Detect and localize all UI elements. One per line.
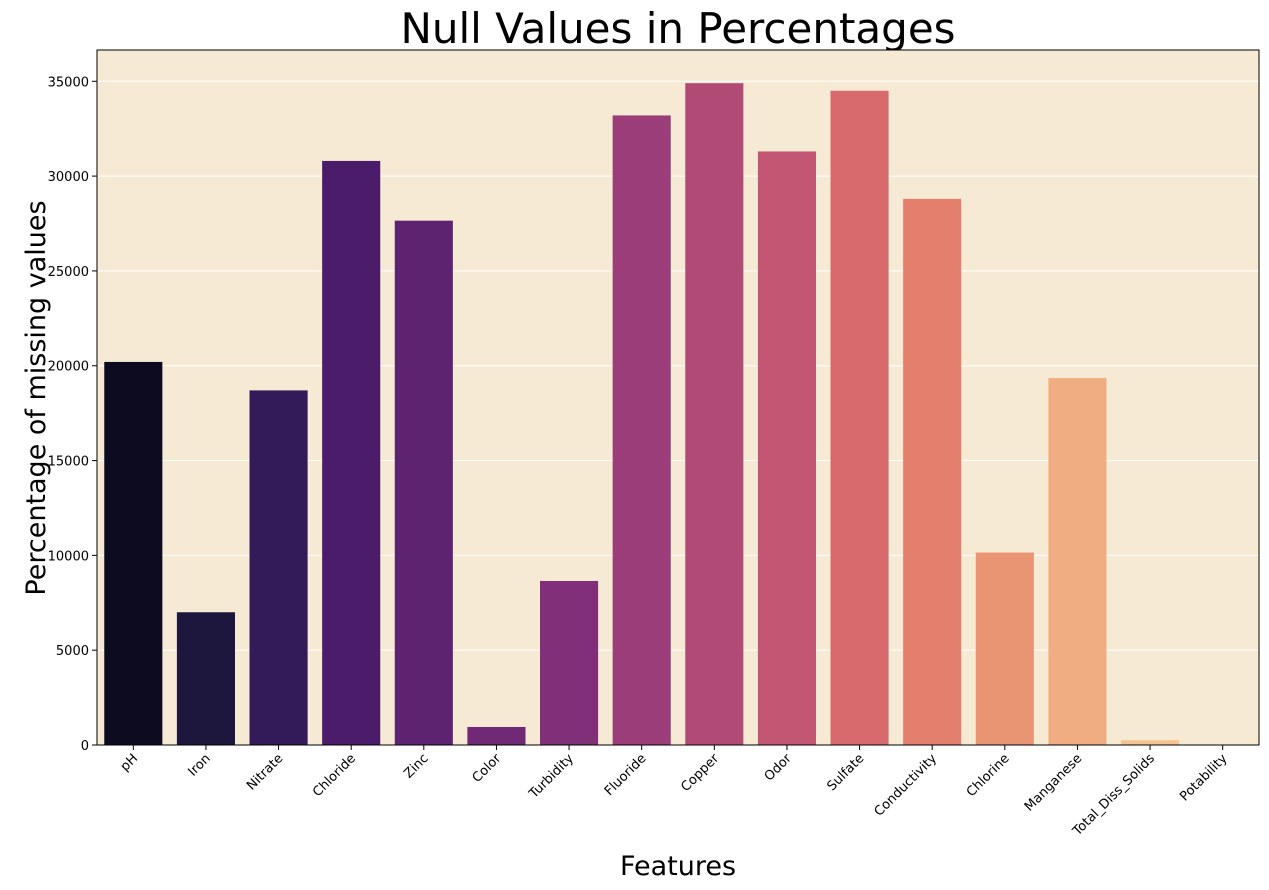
x-tick-label: Chlorine: [964, 751, 1013, 800]
bar-color: [467, 726, 526, 745]
bar-chloride: [322, 160, 381, 745]
x-tick-label: Zinc: [401, 751, 431, 781]
bar-turbidity: [540, 580, 599, 745]
x-tick-label: Iron: [185, 751, 213, 779]
x-tick-label: Color: [470, 751, 505, 786]
y-tick-label: 10000: [48, 549, 89, 564]
y-tick-label: 30000: [48, 170, 89, 185]
bar-ph: [104, 361, 163, 745]
x-tick-label: Nitrate: [244, 751, 286, 793]
plot-frame: [96, 49, 1260, 746]
x-tick-label: pH: [118, 751, 141, 774]
bar-sulfate: [830, 90, 889, 745]
x-axis: pH Iron Nitrate Chloride Zinc Color Turbidity F…: [118, 745, 1231, 840]
x-tick-label: Chloride: [310, 751, 359, 800]
y-tick-label: 25000: [48, 265, 89, 280]
x-tick-label: Turbidity: [526, 751, 577, 802]
x-tick-label: Odor: [762, 751, 796, 785]
bar-copper: [685, 83, 744, 745]
y-tick-label: 35000: [48, 75, 89, 90]
x-tick-label: Copper: [678, 751, 722, 795]
x-tick-label: Conductivity: [872, 751, 941, 820]
bar-fluoride: [612, 115, 671, 746]
bar-odor: [757, 151, 816, 745]
x-axis-label: Features: [620, 851, 736, 882]
bar-manganese: [1048, 378, 1107, 745]
y-axis: 0 5000 10000 15000 20000 25000 30000 35000: [48, 75, 97, 754]
y-axis-label: Percentage of missing values: [21, 200, 52, 595]
bar-conductivity: [903, 198, 962, 745]
y-tick-label: 0: [81, 739, 89, 754]
chart-title: Null Values in Percentages: [400, 4, 955, 53]
y-tick-label: 5000: [56, 644, 89, 659]
x-tick-label: Fluoride: [602, 751, 650, 799]
bar-chlorine: [975, 552, 1034, 745]
bar-total-diss-solids: [1121, 740, 1180, 745]
x-tick-label: Sulfate: [824, 751, 867, 794]
y-tick-label: 15000: [48, 455, 89, 470]
x-tick-label: Total_Diss_Solids: [1070, 751, 1159, 840]
bar-zinc: [394, 220, 453, 746]
bar-nitrate: [249, 390, 308, 745]
bar-iron: [176, 612, 235, 745]
bars: [104, 83, 1180, 746]
x-tick-label: Manganese: [1022, 751, 1085, 814]
x-tick-label: Potability: [1177, 751, 1230, 804]
y-tick-label: 20000: [48, 360, 89, 375]
